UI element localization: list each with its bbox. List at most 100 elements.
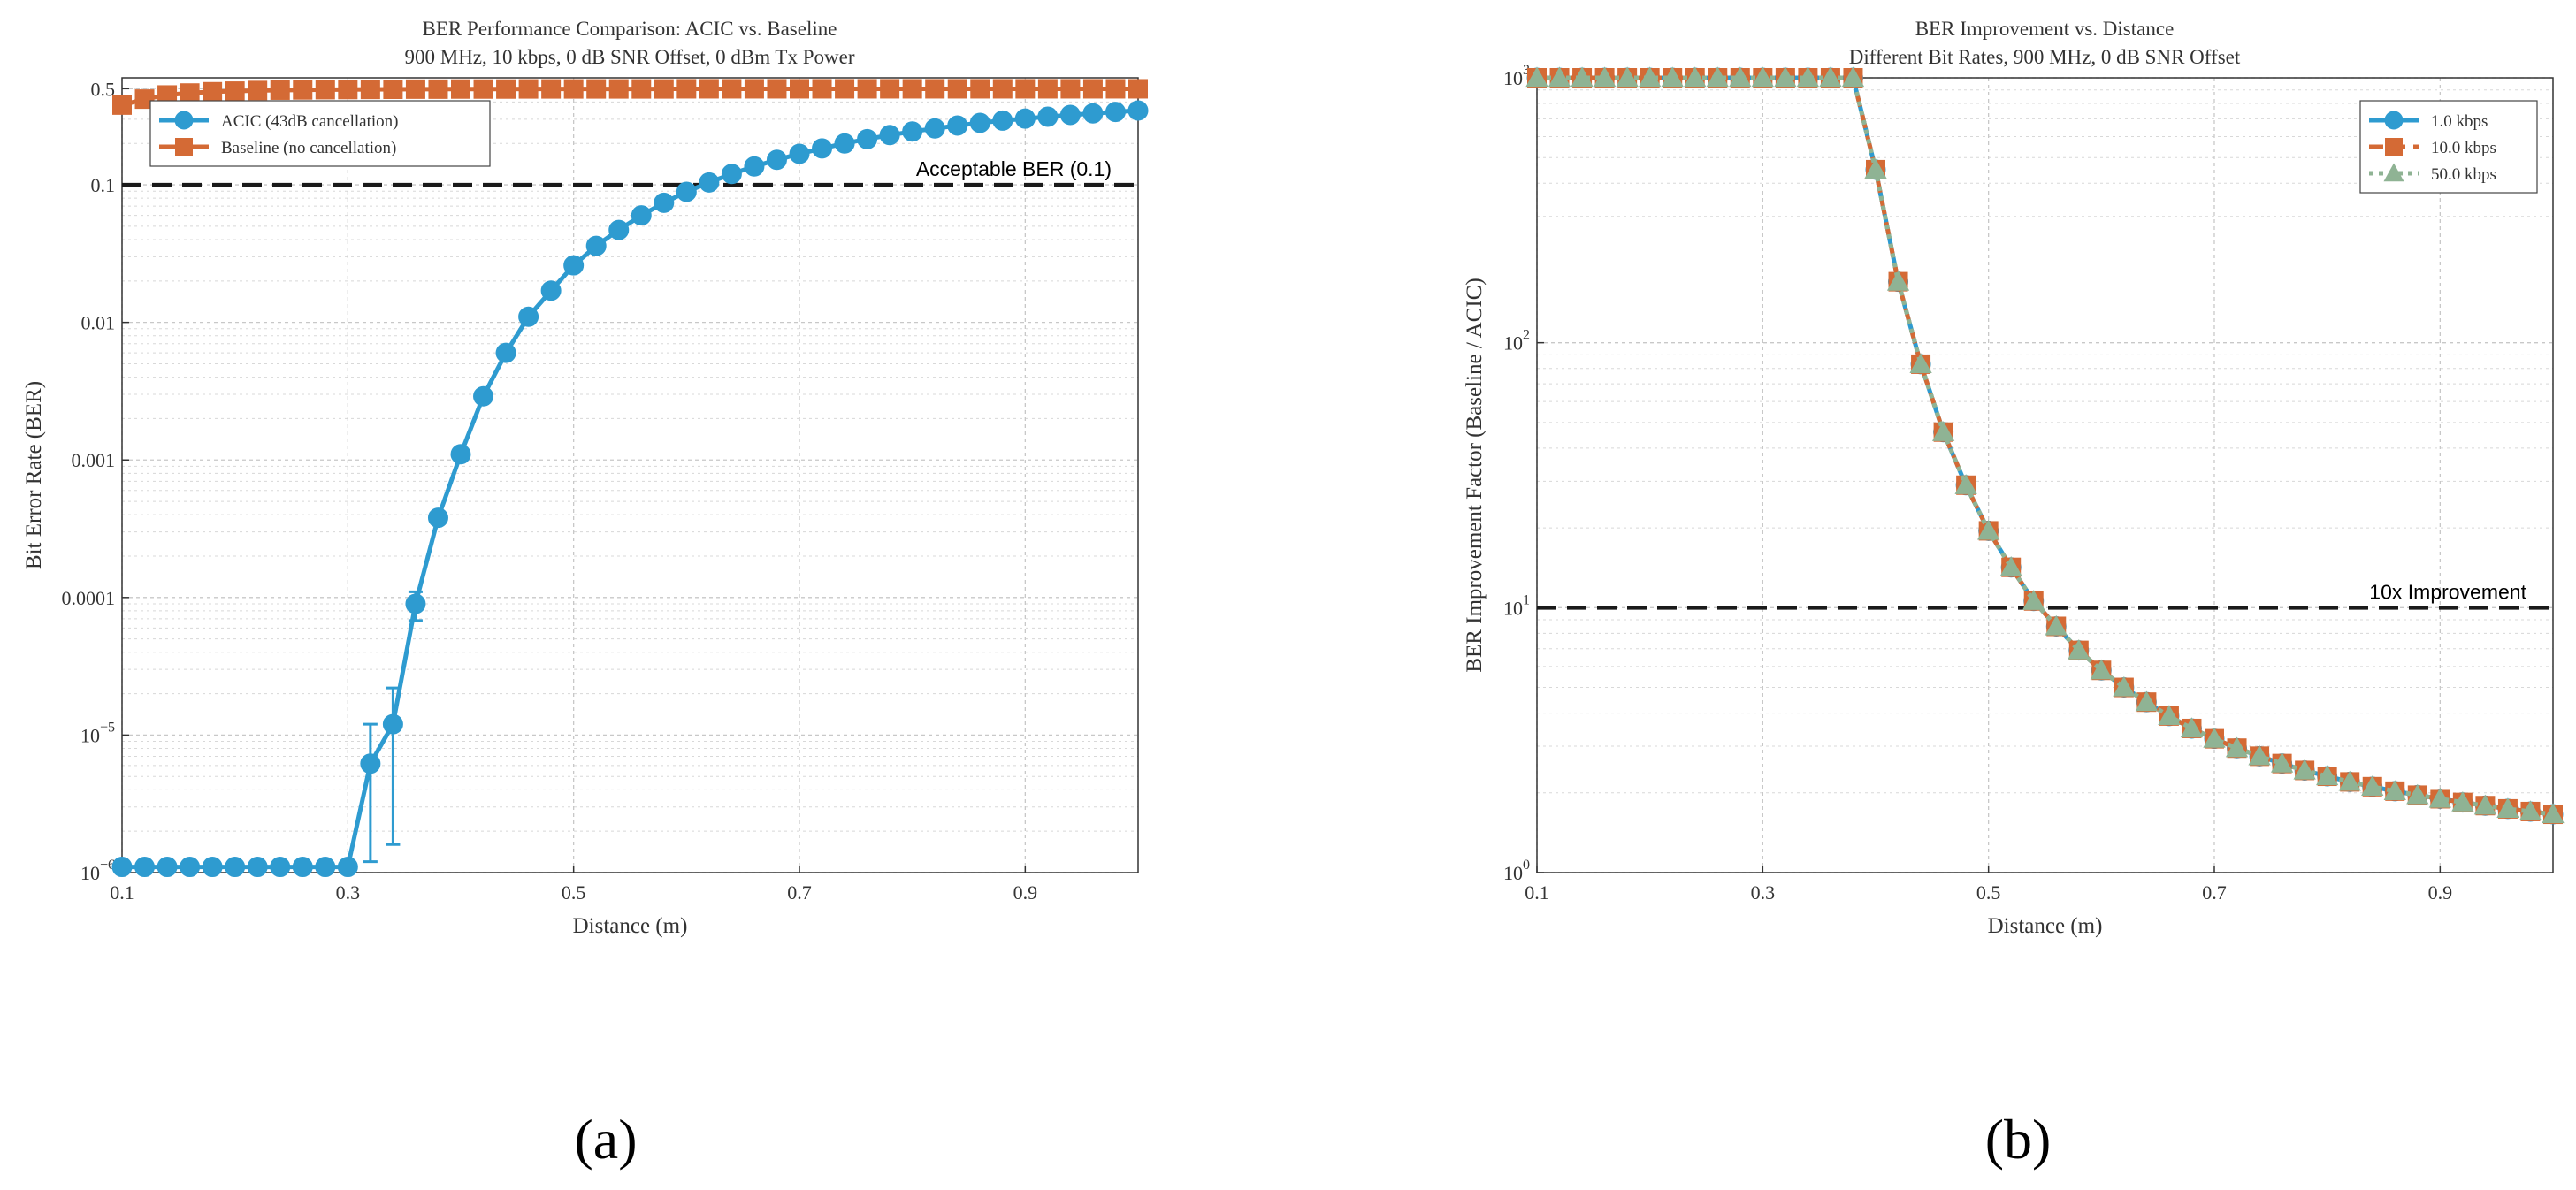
data-point: [157, 857, 178, 878]
x-tick-label: 0.3: [1751, 881, 1776, 904]
data-point: [2496, 797, 2519, 819]
x-tick-label: 0.3: [336, 881, 361, 904]
data-point: [2519, 800, 2542, 821]
legend-label: ACIC (43dB cancellation): [221, 112, 399, 131]
data-point: [293, 80, 313, 100]
data-point: [1999, 556, 2022, 576]
data-point: [585, 235, 607, 256]
reference-line-label: 10x Improvement: [2369, 580, 2526, 603]
data-point: [654, 192, 675, 213]
data-point: [2338, 770, 2361, 791]
series-line: [122, 108, 1139, 870]
series-line: [1537, 75, 2554, 817]
data-point: [496, 79, 516, 99]
data-point: [947, 115, 968, 136]
data-point: [225, 81, 245, 102]
y-tick-label: 101: [1503, 592, 1530, 619]
data-point: [360, 80, 380, 100]
data-point: [2180, 717, 2204, 738]
data-point: [2428, 787, 2451, 808]
data-point: [1082, 79, 1103, 99]
data-point: [315, 857, 336, 878]
legend: 1.0 kbps 10.0 kbps 50.0 kbps: [2359, 100, 2538, 194]
data-point: [473, 385, 494, 407]
data-point: [1105, 102, 1126, 123]
x-tick-label: 0.9: [2428, 881, 2453, 904]
data-point: [450, 444, 471, 465]
data-point: [631, 79, 652, 99]
legend-box: [149, 100, 491, 167]
data-point: [202, 857, 223, 878]
data-point: [292, 857, 313, 878]
y-tick-label: 100: [1503, 858, 1530, 884]
series-1: [112, 79, 1148, 115]
data-point: [1014, 108, 1036, 129]
data-point: [2158, 705, 2181, 725]
legend-marker: [2383, 163, 2404, 182]
panel-label-a: (a): [574, 1108, 637, 1171]
y-tick-label: 0.5: [91, 78, 116, 100]
data-point: [1037, 79, 1058, 99]
y-tick-label: 0.1: [91, 174, 116, 196]
chart-panel-b: 0.1 0.3 0.5 0.7 0.9 100 101 102 103 BER Improveme…: [1463, 18, 2565, 938]
data-point: [2045, 614, 2068, 636]
data-point: [902, 121, 923, 142]
data-point: [1037, 106, 1059, 127]
data-point: [766, 149, 787, 171]
data-point: [1909, 353, 1932, 374]
data-point: [473, 79, 493, 99]
data-point: [812, 138, 833, 159]
data-point: [1796, 66, 1820, 88]
data-point: [2383, 780, 2406, 800]
data-point: [247, 857, 268, 878]
data-point: [721, 164, 742, 185]
chart-title: BER Improvement vs. Distance: [1915, 18, 2175, 40]
data-point: [383, 79, 403, 99]
legend-marker: [2385, 138, 2403, 156]
data-point: [1127, 100, 1149, 121]
data-point: [925, 79, 945, 99]
x-tick-label: 0.5: [562, 881, 586, 904]
x-tick-label: 0.7: [2202, 881, 2227, 904]
data-point: [1886, 270, 1910, 291]
data-point: [1954, 474, 1977, 494]
legend-label: 10.0 kbps: [2431, 139, 2496, 157]
data-point: [1931, 421, 1955, 441]
reference-line-label: Acceptable BER (0.1): [916, 157, 1112, 180]
data-point: [1571, 66, 1594, 88]
data-point: [112, 95, 132, 115]
y-tick-label: 0.0001: [62, 587, 116, 609]
data-point: [1059, 104, 1081, 126]
data-point: [699, 79, 719, 99]
data-point: [1661, 66, 1684, 88]
data-point: [947, 79, 967, 99]
data-point: [360, 753, 381, 774]
series-2: [1525, 66, 2565, 824]
x-tick-label: 0.5: [1976, 881, 2001, 904]
data-point: [744, 79, 764, 99]
data-point: [992, 110, 1013, 131]
data-point: [1525, 66, 1548, 88]
axes-box: [1536, 77, 2554, 873]
data-point: [563, 255, 585, 276]
data-point: [1015, 79, 1036, 99]
data-point: [767, 79, 787, 99]
data-point: [2451, 790, 2474, 812]
data-point: [270, 857, 291, 878]
panel-label-b: (b): [1985, 1108, 2052, 1171]
legend-label: 1.0 kbps: [2431, 112, 2488, 131]
x-tick-label: 0.1: [1525, 881, 1549, 904]
data-point: [518, 79, 539, 99]
data-point: [812, 79, 832, 99]
data-point: [880, 79, 900, 99]
data-point: [337, 857, 358, 878]
data-point: [180, 83, 200, 103]
data-point: [879, 125, 900, 146]
data-point: [992, 79, 1013, 99]
data-point: [2406, 783, 2429, 805]
data-point: [1616, 66, 1639, 88]
legend-label: Baseline (no cancellation): [221, 139, 396, 157]
data-point: [134, 89, 155, 110]
data-point: [315, 80, 335, 100]
data-point: [834, 133, 855, 154]
